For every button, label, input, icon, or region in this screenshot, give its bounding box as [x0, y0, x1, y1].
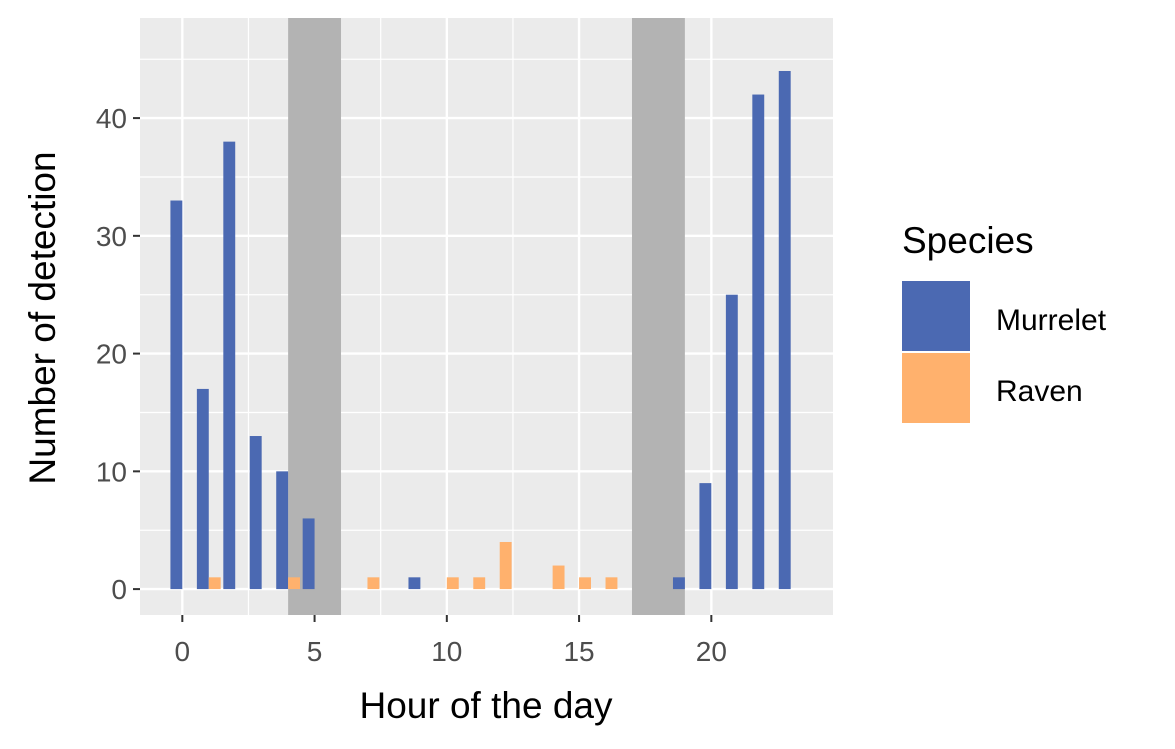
legend-item-murrelet: Murrelet — [902, 281, 1107, 351]
bar-murrelet-hour-21 — [725, 294, 738, 590]
bar-murrelet-hour-0 — [170, 200, 183, 590]
y-tick-label: 10 — [96, 456, 127, 487]
bar-raven-hour-7 — [367, 577, 380, 590]
bar-murrelet-hour-20 — [699, 483, 712, 590]
legend: Species Murrelet Raven — [902, 220, 1107, 423]
x-tick-label: 10 — [431, 636, 462, 667]
y-tick-label: 0 — [111, 574, 127, 605]
bar-raven-hour-14 — [552, 565, 565, 590]
bar-murrelet-hour-5 — [302, 518, 315, 590]
x-tick-label: 0 — [175, 636, 191, 667]
x-tick-label: 15 — [563, 636, 594, 667]
night-shading — [288, 18, 685, 615]
bar-raven-hour-1 — [208, 577, 221, 590]
legend-label-murrelet: Murrelet — [996, 304, 1107, 337]
x-axis-title: Hour of the day — [360, 685, 613, 726]
bar-raven-hour-12 — [499, 541, 512, 590]
bar-raven-hour-10 — [446, 577, 459, 590]
x-tick-label: 20 — [696, 636, 727, 667]
bar-murrelet-hour-2 — [223, 141, 236, 590]
bar-raven-hour-4 — [288, 577, 301, 590]
bar-murrelet-hour-23 — [778, 70, 791, 590]
x-tick-label: 5 — [307, 636, 323, 667]
legend-key-murrelet — [902, 281, 970, 351]
legend-key-raven — [902, 353, 970, 423]
shaded-period — [288, 18, 342, 615]
legend-item-raven: Raven — [902, 353, 1083, 423]
bar-murrelet-hour-19 — [672, 577, 685, 590]
legend-label-raven: Raven — [996, 375, 1083, 408]
bar-murrelet-hour-9 — [408, 577, 421, 590]
y-tick-label: 20 — [96, 339, 127, 370]
y-axis: 0 10 20 30 40 — [96, 103, 140, 605]
bar-raven-hour-11 — [473, 577, 486, 590]
bars — [170, 70, 791, 590]
bar-murrelet-hour-4 — [276, 471, 289, 590]
y-tick-label: 30 — [96, 221, 127, 252]
shaded-period — [631, 18, 685, 615]
bar-murrelet-hour-3 — [249, 436, 262, 590]
x-axis: 0 5 10 15 20 — [175, 615, 727, 667]
bar-murrelet-hour-22 — [752, 94, 765, 590]
bar-raven-hour-16 — [605, 577, 618, 590]
bar-raven-hour-15 — [579, 577, 591, 590]
legend-title: Species — [902, 220, 1034, 261]
y-axis-title: Number of detection — [22, 151, 63, 484]
bar-murrelet-hour-1 — [196, 388, 209, 590]
y-tick-label: 40 — [96, 103, 127, 134]
